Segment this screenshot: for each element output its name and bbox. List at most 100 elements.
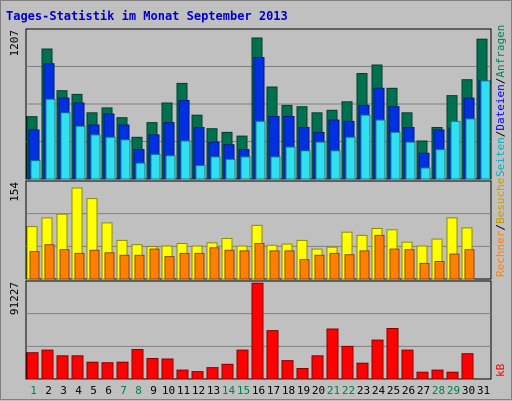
- bar-kb-7: kB 7: 16000: [116, 361, 129, 380]
- day-label-7: 7: [120, 384, 127, 397]
- legend-group: Seiten/Dateien/Anfragen: [494, 25, 507, 177]
- day-label-29: 29: [447, 384, 460, 397]
- bar-seiten-7: Seiten 7: 320: [120, 139, 131, 180]
- bar-kb-4: kB 4: 22000: [71, 355, 84, 380]
- bar-seiten-11: Seiten 11: 310: [180, 140, 191, 180]
- day-label-10: 10: [162, 384, 175, 397]
- bar-rechner-11: Rechner 11: 41: [179, 252, 190, 280]
- bar-seiten-23: Seiten 23: 520: [360, 114, 371, 180]
- day-label-4: 4: [75, 384, 82, 397]
- bar-rechner-21: Rechner 21: 41: [329, 252, 340, 280]
- day-label-24: 24: [372, 384, 386, 397]
- day-label-23: 23: [357, 384, 370, 397]
- legend-item-besuche: Besuche: [494, 178, 507, 224]
- legend-group: kB: [494, 363, 507, 377]
- day-label-3: 3: [60, 384, 67, 397]
- y-max-label-top: 1207: [8, 30, 21, 57]
- bar-kb-20: kB 20: 22000: [311, 355, 324, 380]
- bar-rechner-15: Rechner 15: 45: [239, 250, 250, 280]
- bar-kb-13: kB 13: 10800: [206, 367, 219, 380]
- day-label-5: 5: [90, 384, 97, 397]
- bar-seiten-3: Seiten 3: 540: [60, 112, 71, 180]
- bar-seiten-25: Seiten 25: 380: [390, 131, 401, 180]
- legend-separator: /: [494, 131, 507, 138]
- y-max-label-middle: 154: [8, 182, 21, 202]
- bar-kb-15: kB 15: 27500: [236, 349, 249, 380]
- legend-item-anfragen: Anfragen: [494, 25, 507, 78]
- bar-seiten-4: Seiten 4: 430: [75, 125, 86, 180]
- bar-kb-27: kB 27: 6500: [416, 371, 429, 380]
- bar-kb-30: kB 30: 24000: [461, 353, 474, 380]
- bar-seiten-16: Seiten 16: 470: [255, 120, 266, 180]
- bar-kb-11: kB 11: 8500: [176, 369, 189, 380]
- panel-top: 1207Anfragen 1: 509Anfragen 2: 1060Anfra…: [8, 28, 492, 180]
- bar-kb-24: kB 24: 37000: [371, 339, 384, 380]
- bar-rechner-22: Rechner 22: 39: [344, 254, 355, 280]
- day-label-13: 13: [207, 384, 220, 397]
- bar-rechner-12: Rechner 12: 41: [194, 252, 205, 280]
- day-labels: 1 2 3 4 5 6 7 8 9 10 11 12 13 14 15 16 17 18 19 20 21 22 23 24 2…: [30, 384, 490, 397]
- panel-middle: 154Besuche 1: 84Besuche 2: 98Besuche 3: …: [8, 180, 492, 280]
- bar-rechner-8: Rechner 8: 38: [134, 254, 145, 280]
- bar-seiten-18: Seiten 18: 260: [285, 146, 296, 180]
- bar-seiten-22: Seiten 22: 340: [345, 136, 356, 180]
- day-label-19: 19: [297, 384, 310, 397]
- bar-kb-23: kB 23: 15000: [356, 362, 369, 380]
- day-label-16: 16: [252, 384, 265, 397]
- bar-kb-22: kB 22: 31000: [341, 345, 354, 380]
- bar-kb-10: kB 10: 19000: [161, 358, 174, 380]
- bar-seiten-20: Seiten 20: 300: [315, 141, 326, 180]
- bar-rechner-1: Rechner 1: 44: [29, 251, 40, 280]
- day-label-25: 25: [387, 384, 400, 397]
- chart-title: Tages-Statistik im Monat September 2013: [6, 9, 288, 23]
- day-label-2: 2: [45, 384, 52, 397]
- bar-kb-8: kB 8: 28000: [131, 349, 144, 380]
- bar-rechner-27: Rechner 27: 25: [419, 262, 430, 280]
- bar-seiten-31: Seiten 31: 800: [480, 80, 491, 180]
- bar-kb-5: kB 5: 16000: [86, 361, 99, 380]
- day-label-14: 14: [222, 384, 236, 397]
- y-max-label-bottom: 91227: [8, 282, 21, 315]
- bar-seiten-10: Seiten 10: 190: [165, 155, 176, 180]
- bar-rechner-19: Rechner 19: 31: [299, 259, 310, 280]
- legend-item-dateien: Dateien: [494, 84, 507, 130]
- legend-item-kb: kB: [494, 363, 507, 377]
- day-label-30: 30: [462, 384, 475, 397]
- bar-kb-25: kB 25: 48000: [386, 328, 399, 380]
- bar-seiten-27: Seiten 27: 90: [420, 167, 431, 180]
- bar-rechner-20: Rechner 20: 38: [314, 254, 325, 280]
- bar-kb-16: kB 16: 91000: [251, 282, 264, 380]
- bar-seiten-28: Seiten 28: 240: [435, 149, 446, 180]
- bar-rechner-25: Rechner 25: 48: [389, 248, 400, 280]
- bar-seiten-5: Seiten 5: 360: [90, 134, 101, 180]
- bar-seiten-29: Seiten 29: 470: [450, 120, 461, 180]
- bar-seiten-26: Seiten 26: 300: [405, 141, 416, 180]
- bar-kb-12: kB 12: 7000: [191, 371, 204, 380]
- chart-panels: 1207Anfragen 1: 509Anfragen 2: 1060Anfra…: [8, 28, 492, 380]
- day-label-6: 6: [105, 384, 112, 397]
- day-label-17: 17: [267, 384, 280, 397]
- bar-seiten-19: Seiten 19: 230: [300, 150, 311, 180]
- bar-seiten-14: Seiten 14: 160: [225, 158, 236, 180]
- bar-kb-9: kB 9: 19500: [146, 358, 159, 380]
- day-label-28: 28: [432, 384, 445, 397]
- bar-rechner-7: Rechner 7: 38: [119, 254, 130, 280]
- bar-rechner-13: Rechner 13: 50: [209, 247, 220, 280]
- day-label-8: 8: [135, 384, 142, 397]
- bar-kb-17: kB 17: 46000: [266, 330, 279, 380]
- bar-seiten-24: Seiten 24: 480: [375, 119, 386, 180]
- bar-rechner-24: Rechner 24: 70: [374, 234, 385, 280]
- bar-seiten-9: Seiten 9: 200: [150, 154, 161, 180]
- bar-kb-29: kB 29: 6500: [446, 371, 459, 380]
- bar-kb-28: kB 28: 8500: [431, 369, 444, 380]
- series-seiten: Seiten 1: 150 Seiten 2: 650 Seiten 3: 540 S…: [30, 80, 491, 180]
- legend-item-seiten: Seiten: [494, 137, 507, 177]
- bar-rechner-5: Rechner 5: 46: [89, 249, 100, 280]
- bar-seiten-21: Seiten 21: 230: [330, 150, 341, 180]
- bar-kb-21: kB 21: 47500: [326, 328, 339, 380]
- bar-kb-6: kB 6: 15500: [101, 362, 114, 380]
- series-kb: kB 1: 25000kB 2: 27500kB 3: 22000kB 4: 2…: [26, 282, 474, 380]
- day-label-27: 27: [417, 384, 430, 397]
